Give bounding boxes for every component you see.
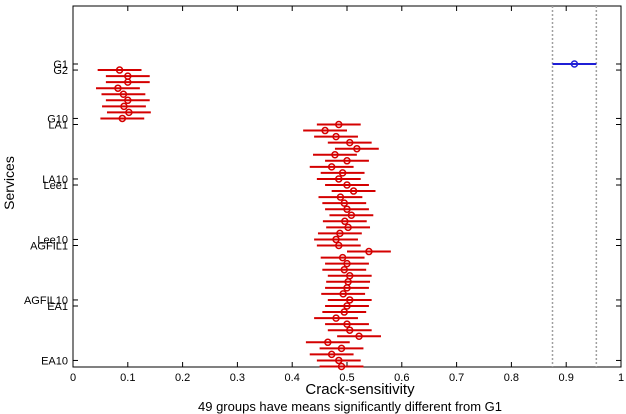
mean-marker — [332, 132, 340, 141]
y-tick-label: Lee1 — [44, 180, 68, 192]
x-tick-label: 0.7 — [449, 372, 464, 384]
mean-marker — [338, 169, 347, 177]
mean-marker — [119, 90, 128, 98]
y-tick-label: EA1 — [47, 301, 68, 313]
y-tick-label: AGFIL1 — [30, 241, 68, 253]
y-tick-label: G1 — [53, 59, 68, 71]
x-tick-label: 0.4 — [285, 372, 300, 384]
mean-marker — [336, 229, 344, 238]
mean-marker — [353, 144, 361, 153]
y-tick-label: EA10 — [41, 355, 68, 367]
mean-marker — [335, 241, 343, 250]
mean-marker — [365, 247, 373, 256]
mean-marker — [349, 187, 358, 195]
x-axis-label: Crack-sensitivity — [305, 381, 415, 398]
mean-marker — [340, 199, 349, 207]
mean-marker — [124, 78, 132, 86]
mean-marker — [339, 290, 347, 298]
mean-marker — [340, 308, 349, 316]
x-tick-label: 1 — [618, 372, 624, 384]
mean-marker — [338, 253, 347, 262]
y-tick-label: LA1 — [48, 120, 68, 132]
mean-marker — [114, 84, 122, 92]
mean-marker — [355, 332, 363, 340]
mean-marker — [343, 259, 351, 268]
y-tick-label: Lee10 — [37, 234, 68, 246]
chart-caption: 49 groups have means significantly diffe… — [198, 399, 502, 414]
mean-marker — [118, 114, 127, 123]
mean-marker — [331, 151, 339, 159]
mean-marker — [347, 211, 356, 219]
mean-marker — [343, 320, 351, 328]
mean-marker — [345, 296, 354, 304]
mean-marker — [125, 108, 133, 117]
mean-marker — [124, 96, 132, 105]
mean-marker — [324, 338, 332, 347]
mean-marker — [327, 163, 336, 171]
mean-marker — [335, 356, 343, 365]
mean-marker — [343, 157, 351, 165]
mean-marker — [343, 181, 351, 189]
mean-marker — [343, 205, 351, 213]
y-tick-label: AGFIL10 — [24, 295, 68, 307]
mean-marker — [332, 235, 340, 244]
mean-marker — [345, 326, 354, 334]
mean-marker — [337, 362, 346, 371]
x-tick-label: 0 — [70, 372, 76, 384]
x-tick-label: 0.2 — [175, 372, 190, 384]
mean-marker — [336, 193, 345, 201]
mean-marker — [335, 175, 343, 183]
mean-marker — [570, 60, 579, 68]
x-tick-label: 0.6 — [394, 372, 409, 384]
mean-marker — [343, 302, 351, 310]
mean-marker — [327, 350, 336, 359]
y-tick-label: LA10 — [42, 174, 68, 186]
x-tick-label: 0.5 — [339, 372, 354, 384]
mean-marker — [343, 284, 351, 292]
mean-marker — [335, 120, 343, 129]
y-tick-label: G10 — [47, 113, 68, 125]
y-tick-label: G2 — [53, 65, 68, 77]
x-tick-label: 0.3 — [230, 372, 245, 384]
x-tick-label: 0.8 — [504, 372, 519, 384]
x-tick-label: 0.1 — [120, 372, 135, 384]
x-tick-label: 0.9 — [559, 372, 574, 384]
mean-marker — [332, 314, 340, 322]
mean-marker — [115, 66, 124, 74]
mean-marker — [344, 223, 352, 232]
mean-marker — [337, 344, 346, 353]
mean-marker — [120, 102, 128, 111]
mean-marker — [340, 265, 349, 274]
mean-marker — [321, 126, 329, 135]
mean-marker — [345, 138, 354, 147]
y-axis-label: Services — [1, 156, 17, 210]
mean-marker — [341, 217, 349, 226]
